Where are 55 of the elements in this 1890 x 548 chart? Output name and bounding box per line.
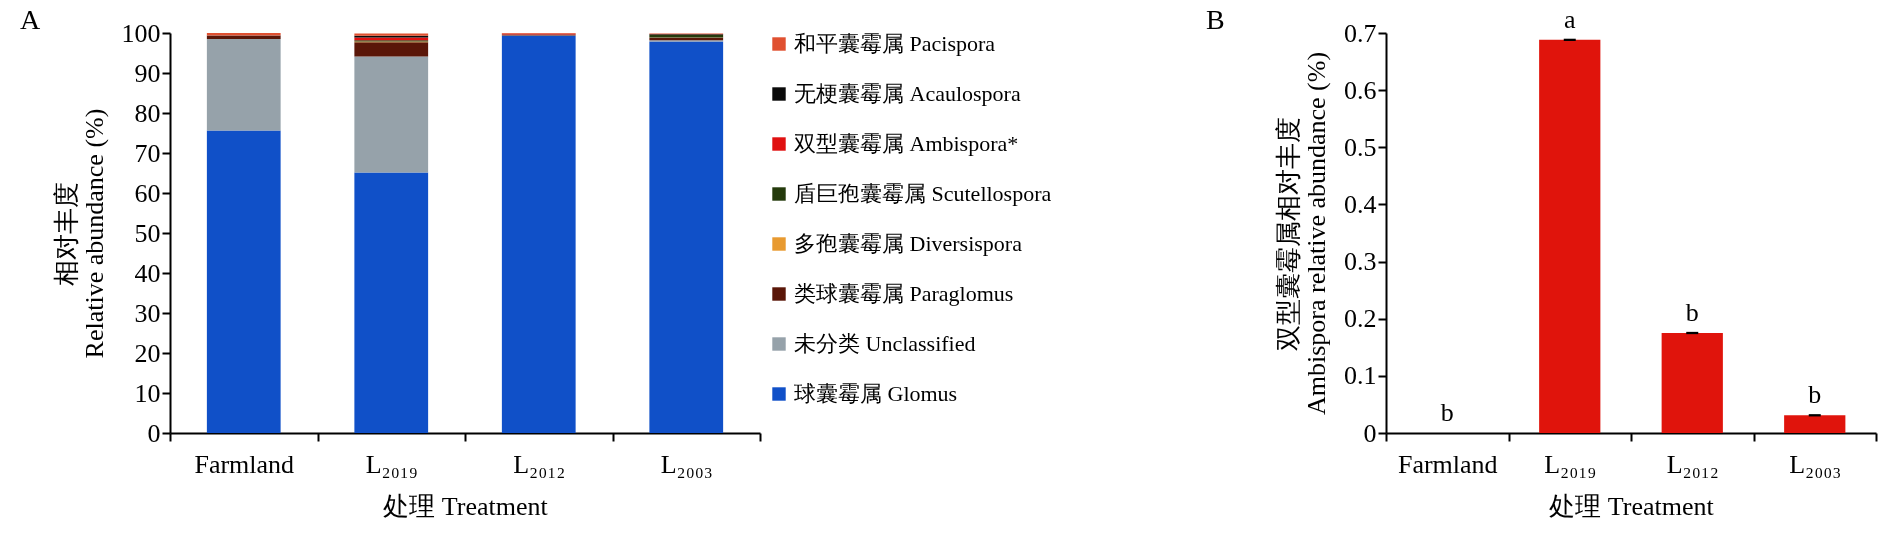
- x-tick-label: Farmland: [194, 449, 295, 479]
- y-tick-label: 0.4: [1344, 189, 1377, 219]
- annotation: b: [1808, 380, 1822, 410]
- y-tick-label: 20: [134, 338, 161, 368]
- bar: [206, 39, 281, 131]
- y-tick-label: 0.3: [1344, 247, 1377, 277]
- bar: [354, 56, 429, 173]
- legend-label: 双型囊霉属 Ambispora*: [794, 131, 1019, 156]
- y-tick-label: 0.2: [1344, 304, 1377, 334]
- x-tick-label: Farmland: [1397, 449, 1498, 479]
- legend-label: 球囊霉属 Glomus: [794, 381, 958, 406]
- annotation: a: [1563, 4, 1576, 34]
- y-tick-label: 50: [134, 218, 161, 248]
- legend-label: 盾巨孢囊霉属 Scutellospora: [794, 181, 1052, 206]
- y-tick-label: 60: [134, 178, 161, 208]
- x-tick-label: L₂₀₁₉: [365, 449, 418, 479]
- bar: [1661, 333, 1723, 433]
- legend-label: 无梗囊霉属 Acaulospora: [794, 81, 1021, 106]
- y-tick-label: 30: [134, 298, 161, 328]
- x-tick-label: L₂₀₁₂: [1666, 449, 1719, 479]
- annotation: b: [1685, 298, 1699, 327]
- y-tick-label: 100: [121, 18, 161, 48]
- text: A: [20, 4, 41, 35]
- y-tick-label: 40: [134, 258, 161, 288]
- text: B: [1206, 4, 1225, 35]
- x-tick-label: L₂₀₁₉: [1544, 449, 1597, 479]
- y-tick-label: 80: [134, 98, 161, 128]
- x-tick-label: L₂₀₀₃: [660, 449, 713, 479]
- annotation: b: [1440, 398, 1454, 427]
- y-tick-label: 0: [147, 418, 161, 448]
- legend-label: 类球囊霉属 Paraglomus: [794, 281, 1014, 306]
- x-axis-title: 处理 Treatment: [1549, 491, 1715, 521]
- bar: [354, 42, 429, 57]
- y-axis-title: 双型囊霉属相对丰度 Ambispora relative abundance (%): [1274, 51, 1331, 416]
- bar: [1784, 415, 1846, 433]
- y-tick-label: 90: [134, 58, 161, 88]
- legend-label: 未分类 Unclassified: [794, 331, 976, 356]
- bar: [649, 41, 724, 433]
- bar: [354, 172, 429, 433]
- y-tick-label: 0.1: [1344, 361, 1377, 391]
- bar: [1539, 39, 1601, 433]
- y-axis-title: 相对丰度 Relative abundance (%): [51, 108, 109, 359]
- y-tick-label: 70: [134, 138, 161, 168]
- y-tick-label: 0.5: [1344, 132, 1377, 162]
- bar: [206, 130, 281, 433]
- y-tick-label: 0.7: [1344, 18, 1377, 48]
- x-axis-title: 处理 Treatment: [383, 491, 549, 521]
- x-tick-label: L₂₀₀₃: [1789, 449, 1842, 479]
- legend-label: 和平囊霉属 Pacispora: [794, 31, 996, 56]
- legend-label: 多孢囊霉属 Diversispora: [794, 231, 1023, 256]
- y-tick-label: 0.6: [1344, 75, 1377, 105]
- y-tick-label: 0: [1363, 418, 1377, 448]
- bar: [501, 35, 576, 433]
- x-tick-label: L₂₀₁₂: [513, 449, 566, 479]
- y-tick-label: 10: [134, 378, 161, 408]
